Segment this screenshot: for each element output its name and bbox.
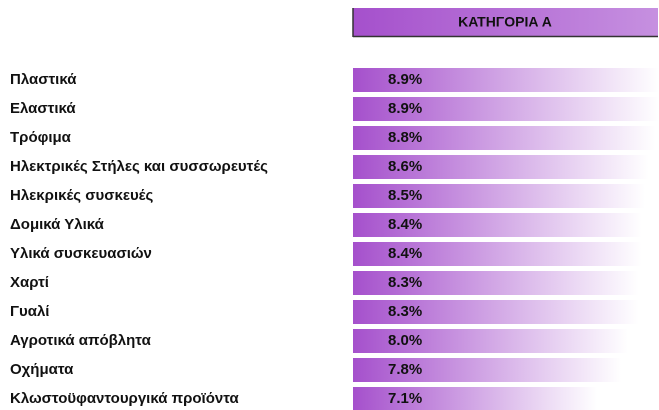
bar [353,387,598,410]
row-label: Υλικά συσκευασιών [10,245,152,262]
value-label: 8.9% [388,100,422,117]
row-label: Δομικά Υλικά [10,216,105,233]
row-label: Τρόφιμα [10,129,72,146]
value-label: 7.1% [388,390,422,407]
value-label: 8.3% [388,274,422,291]
row-label: Ηλεκτρικές Στήλες και συσσωρευτές [10,158,268,175]
bar [353,126,656,150]
bar [353,68,659,92]
value-label: 8.8% [388,129,422,146]
bar [353,242,642,266]
row-label: Αγροτικά απόβλητα [10,332,152,349]
bar [353,213,642,237]
bar [353,271,639,295]
value-label: 8.4% [388,216,422,233]
value-label: 8.4% [388,245,422,262]
bar [353,184,646,208]
bar [353,155,649,179]
value-label: 8.5% [388,187,422,204]
value-label: 8.0% [388,332,422,349]
value-label: 8.6% [388,158,422,175]
row-label: Πλαστικά [10,71,77,88]
value-label: 8.9% [388,71,422,88]
row-label: Ηλεκρικές συσκευές [10,187,153,204]
bar [353,97,659,121]
header-cell [353,8,658,36]
bar [353,329,629,353]
value-label: 7.8% [388,361,422,378]
row-label: Χαρτί [10,274,49,291]
chart-title: ΚΑΤΗΓΟΡΙΑ Α [458,14,552,30]
row-label: Ελαστικά [10,100,76,117]
row-label: Κλωστοϋφαντουργικά προϊόντα [10,390,239,407]
bar [353,300,639,324]
row-label: Οχήματα [10,361,74,378]
bar [353,358,622,382]
row-label: Γυαλί [10,303,49,320]
value-label: 8.3% [388,303,422,320]
